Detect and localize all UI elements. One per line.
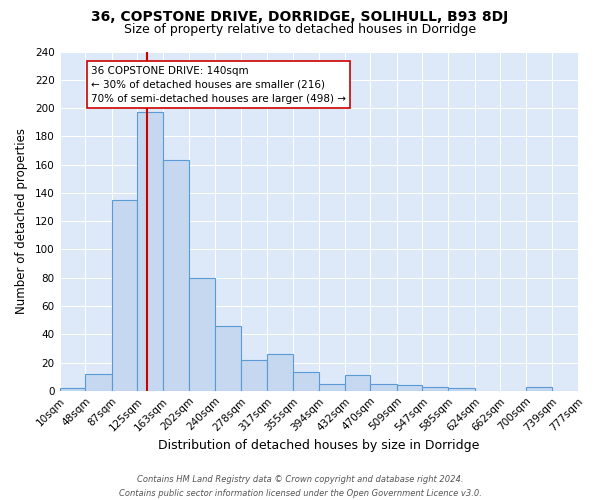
- Bar: [137, 112, 163, 391]
- Bar: [59, 388, 85, 391]
- Bar: [241, 360, 267, 391]
- Bar: [112, 200, 137, 391]
- Bar: [319, 384, 345, 391]
- Bar: [448, 388, 475, 391]
- X-axis label: Distribution of detached houses by size in Dorridge: Distribution of detached houses by size …: [158, 440, 479, 452]
- Bar: [526, 386, 552, 391]
- Bar: [293, 372, 319, 391]
- Bar: [397, 385, 422, 391]
- Bar: [345, 376, 370, 391]
- Bar: [190, 278, 215, 391]
- Y-axis label: Number of detached properties: Number of detached properties: [15, 128, 28, 314]
- Bar: [422, 386, 448, 391]
- Text: Size of property relative to detached houses in Dorridge: Size of property relative to detached ho…: [124, 22, 476, 36]
- Bar: [85, 374, 112, 391]
- Text: 36 COPSTONE DRIVE: 140sqm
← 30% of detached houses are smaller (216)
70% of semi: 36 COPSTONE DRIVE: 140sqm ← 30% of detac…: [91, 66, 346, 104]
- Text: Contains HM Land Registry data © Crown copyright and database right 2024.
Contai: Contains HM Land Registry data © Crown c…: [119, 476, 481, 498]
- Bar: [267, 354, 293, 391]
- Bar: [163, 160, 190, 391]
- Bar: [215, 326, 241, 391]
- Text: 36, COPSTONE DRIVE, DORRIDGE, SOLIHULL, B93 8DJ: 36, COPSTONE DRIVE, DORRIDGE, SOLIHULL, …: [91, 10, 509, 24]
- Bar: [370, 384, 397, 391]
